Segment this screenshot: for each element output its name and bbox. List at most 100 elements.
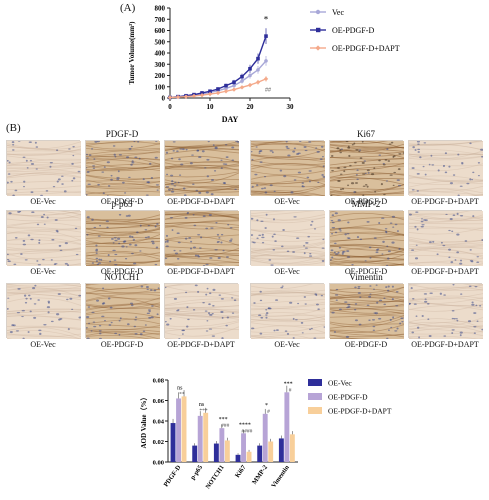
aod-category-label: Vimentin [270,464,291,489]
aod-legend-label: OE-PDGF-D [328,393,368,402]
ihc-caption: OE-PDGF-D+DAPT [167,340,235,349]
growth-point [248,66,252,71]
ihc-micrograph [85,210,160,266]
ihc-micrograph [408,283,483,339]
aod-bar [278,438,284,462]
aod-bar [170,423,176,462]
aod-y-tick-label: 0.00 [153,460,164,467]
aod-annotation-treat: ** [179,391,185,397]
aod-bar [197,415,203,462]
ihc-tissue-texture [330,211,404,266]
growth-x-tick-label: 0 [168,103,172,111]
ihc-group-title: Vimentin [349,272,383,282]
aod-category-label: PDGF-D [163,464,183,488]
growth-point [208,89,212,94]
ihc-tissue-texture [330,141,404,196]
growth-x-tick-label: 10 [207,103,215,111]
aod-bar [257,445,263,462]
ihc-micrograph [6,140,81,196]
growth-point [216,87,220,91]
aod-annotation-group: * [265,403,268,409]
ihc-caption: OE-PDGF-D+DAPT [411,197,479,206]
aod-legend-swatch [308,379,322,386]
aod-bar [213,443,219,462]
ihc-micrograph [250,283,325,339]
aod-bar [219,428,225,462]
aod-bar [268,441,274,462]
ihc-micrograph [250,140,325,196]
growth-legend-marker [315,9,321,15]
growth-point [200,91,204,95]
growth-point [232,83,236,88]
ihc-tissue-texture [165,284,239,339]
growth-x-tick-label: 30 [287,103,295,111]
growth-point [256,56,260,61]
growth-point [255,80,261,85]
ihc-tissue-texture [7,141,81,196]
ihc-caption: OE-Vec [30,340,56,349]
growth-y-tick-label: 300 [155,61,166,69]
aod-annotation-group: **** [239,422,251,428]
growth-y-tick-label: 800 [155,5,166,13]
panel-a-label: (A) [120,2,136,14]
ihc-caption: OE-Vec [274,197,300,206]
aod-y-label: AOD Value（%） [140,393,148,448]
growth-y-tick-label: 600 [155,27,166,35]
growth-y-tick-label: 700 [155,16,166,24]
ihc-tissue-texture [409,284,483,339]
ihc-tissue-texture [330,284,404,339]
ihc-tissue-texture [409,141,483,196]
aod-category-label: p-p65 [189,464,204,482]
ihc-micrograph [164,283,239,339]
aod-y-tick-label: 0.06 [153,398,165,405]
ihc-tissue-texture [86,141,160,196]
aod-annotation-group: ns [199,402,205,408]
aod-category-label: Ki67 [234,464,248,480]
aod-bar [192,445,198,462]
ihc-caption: OE-PDGF-D [100,267,144,276]
ihc-micrograph [329,283,404,339]
growth-point [223,89,229,94]
growth-y-tick-label: 0 [162,95,166,103]
aod-annotation-group: *** [219,417,228,423]
growth-point [224,83,228,88]
ihc-micrograph [85,283,160,339]
growth-point [256,68,260,72]
ihc-tissue-texture [165,141,239,196]
ihc-micrograph [408,140,483,196]
ihc-tissue-texture [7,211,81,266]
growth-point [264,59,268,63]
aod-bar [203,412,209,462]
aod-bar [246,451,252,462]
ihc-tissue-texture [86,284,160,339]
growth-x-tick-label: 20 [247,103,255,111]
ihc-caption: OE-Vec [30,267,56,276]
aod-annotation-group: *** [284,381,293,387]
aod-y-tick-label: 0.04 [153,419,165,426]
ihc-caption: OE-PDGF-D+DAPT [411,267,479,276]
ihc-caption: OE-Vec [30,197,56,206]
ihc-group-title: MMP-2 [351,199,381,209]
growth-legend-marker [316,27,321,33]
growth-y-tick-label: 200 [155,72,166,80]
ihc-micrograph [250,210,325,266]
aod-annotation-treat: #### [241,428,252,434]
growth-x-label: DAY [222,115,239,124]
ihc-caption: OE-PDGF-D+DAPT [167,197,235,206]
ihc-caption: OE-Vec [274,267,300,276]
ihc-caption: OE-PDGF-D [100,197,144,206]
aod-bar [284,392,290,462]
growth-y-tick-label: 100 [155,83,166,91]
ihc-caption: OE-PDGF-D+DAPT [411,340,479,349]
growth-y-tick-label: 400 [155,50,166,58]
growth-point [239,85,245,90]
ihc-micrograph [164,140,239,196]
ihc-caption: OE-Vec [274,340,300,349]
aod-bar [289,434,295,462]
aod-bar [176,398,181,462]
growth-point [247,82,253,88]
growth-point [264,34,268,38]
growth-y-label: Tumor Volume(mm³) [128,21,136,85]
aod-bar [241,433,246,462]
